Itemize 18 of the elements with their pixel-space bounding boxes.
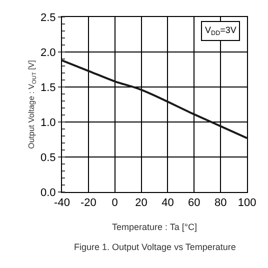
x-tick-label: 100 bbox=[238, 197, 256, 210]
x-tick-label: 80 bbox=[214, 197, 227, 210]
caption: Figure 1. Output Voltage vs Temperature bbox=[74, 242, 236, 252]
y-tick-label: 0.0 bbox=[40, 186, 56, 199]
x-tick-label: 20 bbox=[135, 197, 148, 210]
line-series bbox=[62, 59, 247, 140]
y-tick-label: 0.5 bbox=[40, 152, 56, 164]
y-tick-label: 1.5 bbox=[40, 82, 56, 94]
annotation: V$_{DD}$=3V bbox=[205, 25, 236, 37]
x-tick-label: 0 bbox=[112, 197, 118, 210]
x-tick-label: -40 bbox=[54, 197, 70, 210]
x-axis-title: Temperature : Ta [°C] bbox=[112, 222, 197, 232]
x-tick-label: -20 bbox=[80, 197, 96, 210]
y-tick-label: 1.0 bbox=[40, 116, 56, 129]
x-tick-label: 60 bbox=[188, 197, 200, 210]
x-tick-label: 40 bbox=[162, 197, 174, 210]
y-tick-label: 2.5 bbox=[40, 12, 56, 24]
y-tick-label: 2.0 bbox=[40, 46, 56, 59]
